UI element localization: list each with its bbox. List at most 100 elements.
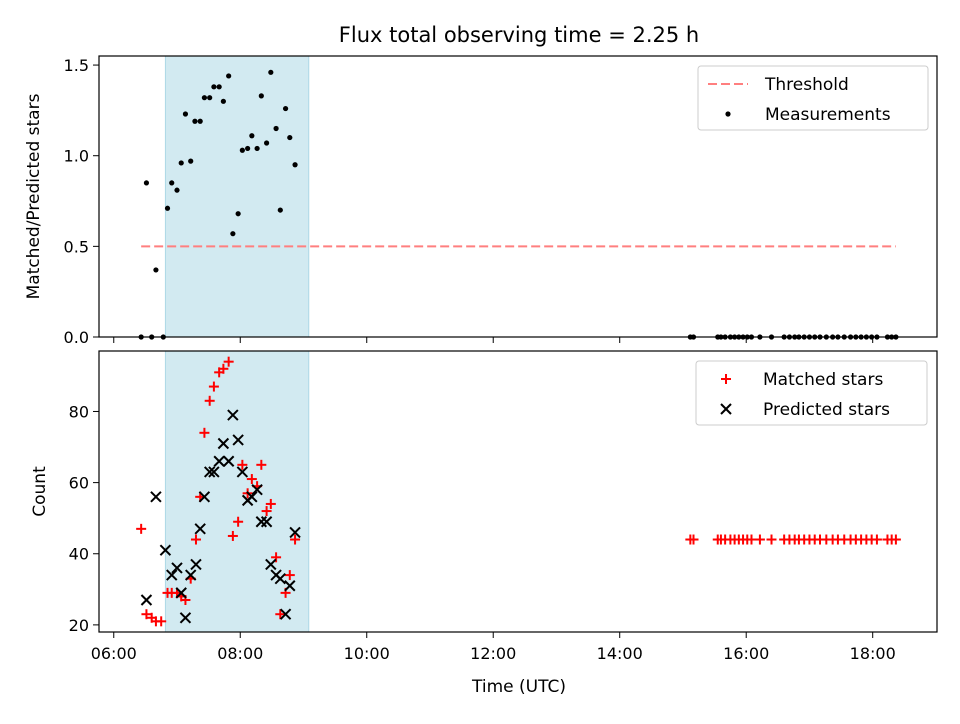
x-mark-b xyxy=(222,455,235,467)
data-point xyxy=(249,133,255,139)
data-point xyxy=(688,534,699,545)
data-point xyxy=(227,530,238,541)
data-point xyxy=(199,427,210,438)
data-point xyxy=(159,544,172,556)
data-point xyxy=(223,356,234,367)
data-point xyxy=(218,363,229,374)
series-predicted-stars xyxy=(140,409,301,624)
x-mark-b xyxy=(260,516,273,528)
x-tick-label: 08:00 xyxy=(217,644,263,663)
data-point xyxy=(208,466,220,478)
data-point xyxy=(254,145,260,152)
x-mark-b xyxy=(251,484,263,496)
data-point xyxy=(279,608,292,620)
y-axis-label: Matched/Predicted stars xyxy=(24,93,44,299)
data-point xyxy=(246,474,257,485)
data-point xyxy=(260,516,273,528)
x-tick-label: 14:00 xyxy=(597,644,643,663)
y-tick-label: 1.5 xyxy=(64,56,89,75)
legend-label: Predicted stars xyxy=(763,400,890,420)
x-mark-b xyxy=(227,409,239,421)
data-point xyxy=(216,84,222,90)
data-point xyxy=(258,93,264,99)
data-point xyxy=(268,69,274,75)
data-point xyxy=(178,160,184,166)
legend-box xyxy=(695,360,928,426)
y-tick-label: 80 xyxy=(69,402,89,421)
data-point xyxy=(246,491,258,503)
data-point xyxy=(226,73,232,79)
data-point xyxy=(271,552,282,563)
x-mark-b xyxy=(289,526,301,539)
x-mark-b xyxy=(274,572,287,585)
data-point xyxy=(140,594,153,606)
data-point xyxy=(264,140,270,146)
data-point xyxy=(198,491,211,503)
series-matched-stars xyxy=(136,356,901,627)
legend-dot-swatch xyxy=(725,111,731,117)
legend: Threshold Measurements xyxy=(697,65,929,131)
x-mark-b xyxy=(140,594,153,606)
data-point xyxy=(237,459,248,470)
data-point xyxy=(230,231,236,237)
y-tick-label: 1.0 xyxy=(64,147,89,166)
y-tick-label: 0.5 xyxy=(64,237,89,256)
panel-1: 0.0 0.5 1.0 1.5 Matched/Predicted stars Thres… xyxy=(24,55,938,347)
y-tick-label: 60 xyxy=(69,474,89,493)
y-tick-label: 20 xyxy=(69,616,89,635)
legend-label: Measurements xyxy=(765,105,891,125)
x-mark-b xyxy=(284,580,296,592)
data-point xyxy=(203,466,216,478)
y-tick-label: 0.0 xyxy=(64,328,89,347)
x-mark-b xyxy=(159,544,172,556)
data-point xyxy=(290,534,301,545)
data-point xyxy=(204,395,215,406)
data-point xyxy=(265,498,276,509)
data-point xyxy=(256,459,267,470)
data-point xyxy=(156,616,167,627)
data-point xyxy=(245,145,251,152)
x-mark-b xyxy=(171,562,183,574)
x-mark-b xyxy=(213,455,225,467)
data-point xyxy=(292,162,298,168)
data-point xyxy=(232,434,244,446)
x-mark-b xyxy=(166,569,178,581)
x-tick-label: 18:00 xyxy=(850,644,896,663)
data-point xyxy=(211,84,217,90)
data-point xyxy=(184,569,197,581)
data-point xyxy=(261,506,272,517)
data-point xyxy=(277,207,283,213)
data-point xyxy=(239,147,245,153)
plot-frame xyxy=(98,350,938,633)
x-mark-b xyxy=(203,466,216,478)
x-mark-b xyxy=(265,558,277,571)
data-point xyxy=(208,381,219,392)
x-mark-b xyxy=(194,523,206,535)
data-point xyxy=(265,558,277,571)
data-point xyxy=(236,466,249,478)
x-mark-b xyxy=(175,587,187,599)
x-mark-b xyxy=(246,491,258,503)
data-point xyxy=(171,562,183,574)
x-mark-b xyxy=(179,612,192,624)
data-point xyxy=(274,572,287,585)
data-point xyxy=(182,111,189,117)
y-axis-label: Count xyxy=(30,466,50,517)
data-point xyxy=(175,587,187,599)
legend-box xyxy=(697,65,929,131)
x-mark-b xyxy=(236,466,249,478)
observing-window-shade xyxy=(165,56,309,337)
data-point xyxy=(746,534,757,545)
x-tick-label: 12:00 xyxy=(470,644,516,663)
x-mark-b xyxy=(184,569,197,581)
data-point xyxy=(194,523,206,535)
data-point xyxy=(141,609,152,620)
data-point xyxy=(273,125,279,132)
data-point xyxy=(235,211,241,217)
legend-label: Matched stars xyxy=(763,370,883,390)
data-point xyxy=(222,455,235,467)
data-point xyxy=(227,409,239,421)
data-point xyxy=(153,267,159,273)
plot-frame xyxy=(98,55,938,338)
